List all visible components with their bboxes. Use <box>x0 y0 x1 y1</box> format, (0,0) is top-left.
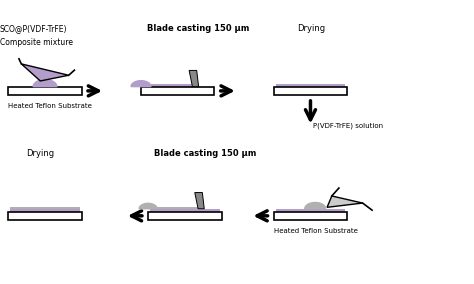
Text: Drying: Drying <box>297 24 325 33</box>
Text: Blade casting 150 μm: Blade casting 150 μm <box>154 149 256 158</box>
Text: Blade casting 150 μm: Blade casting 150 μm <box>147 24 249 33</box>
Bar <box>8 87 82 95</box>
Bar <box>141 87 214 95</box>
Text: Heated Teflon Substrate: Heated Teflon Substrate <box>274 228 357 234</box>
Text: P(VDF-TrFE) solution: P(VDF-TrFE) solution <box>313 123 383 129</box>
Polygon shape <box>305 202 326 209</box>
Polygon shape <box>131 81 151 87</box>
Bar <box>141 84 192 87</box>
Polygon shape <box>189 70 199 87</box>
Text: SCO@P(VDF-TrFE): SCO@P(VDF-TrFE) <box>0 24 67 33</box>
Bar <box>148 207 198 209</box>
Bar <box>274 212 347 220</box>
Text: Composite mixture: Composite mixture <box>0 38 73 47</box>
Bar <box>8 212 82 220</box>
Bar <box>274 87 347 95</box>
Polygon shape <box>195 193 204 209</box>
Bar <box>275 209 346 212</box>
Bar <box>275 84 346 87</box>
Bar <box>10 207 80 209</box>
Bar <box>148 212 222 220</box>
Polygon shape <box>33 80 57 87</box>
Bar <box>150 209 220 212</box>
Polygon shape <box>139 203 157 209</box>
Polygon shape <box>327 196 363 207</box>
Bar <box>10 209 80 212</box>
Text: Heated Teflon Substrate: Heated Teflon Substrate <box>8 103 92 109</box>
Text: Drying: Drying <box>26 149 54 158</box>
Polygon shape <box>21 64 69 81</box>
